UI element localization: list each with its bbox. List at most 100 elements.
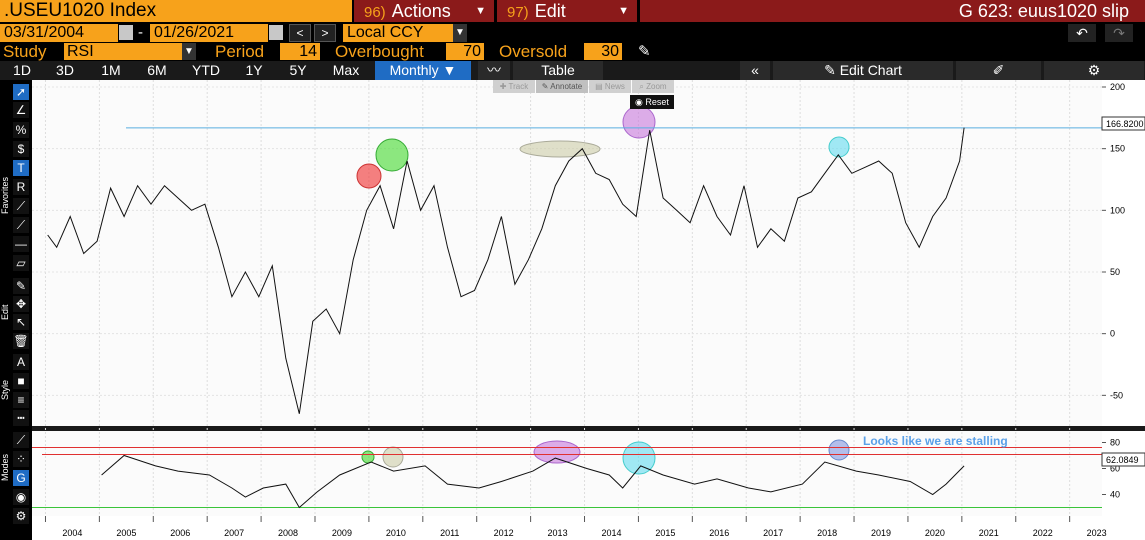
actions-menu[interactable]: 96) Actions ▼ <box>354 0 494 22</box>
overbought-input[interactable]: 70 <box>446 43 484 60</box>
chart-title: G 623: euus1020 slip <box>640 0 1145 22</box>
oversold-input[interactable]: 30 <box>584 43 622 60</box>
undo-icon[interactable]: ↶ <box>1068 24 1096 42</box>
panel-divider[interactable] <box>32 426 1145 431</box>
horizontal-line-icon[interactable]: — <box>13 236 29 252</box>
collapse-icon[interactable]: « <box>740 61 770 80</box>
zoom-label: Zoom <box>646 82 667 91</box>
price-last-value: 166.8200 <box>1106 119 1144 129</box>
timeframe-max[interactable]: Max <box>322 61 370 80</box>
font-icon[interactable]: A <box>13 354 29 370</box>
x-tick-label: 2014 <box>601 528 621 538</box>
end-date-input[interactable]: 01/26/2021 <box>150 24 268 42</box>
text-tool-icon[interactable]: T <box>13 160 29 176</box>
x-tick-label: 2008 <box>278 528 298 538</box>
timeframe-5y[interactable]: 5Y <box>278 61 318 80</box>
chevron-down-icon[interactable]: ▼ <box>182 43 196 60</box>
x-tick-label: 2022 <box>1033 528 1053 538</box>
period-input[interactable]: 14 <box>280 43 320 60</box>
highlight-green <box>375 138 409 172</box>
timeframe-3d[interactable]: 3D <box>44 61 86 80</box>
news-label: News <box>604 82 625 91</box>
news-button[interactable]: ▤ News <box>589 80 631 93</box>
y-tick-label: 200 <box>1110 82 1125 92</box>
next-arrow-icon[interactable]: > <box>314 24 336 42</box>
table-button[interactable]: Table <box>513 61 603 80</box>
edit-label: Edit <box>534 1 566 21</box>
x-tick-label: 2015 <box>655 528 675 538</box>
calendar-icon[interactable] <box>119 25 133 40</box>
grid <box>32 80 1102 516</box>
lower-y-ticks: 80 60 40 <box>1102 438 1120 500</box>
y-tick-label: 60 <box>1110 464 1120 474</box>
frequency-select[interactable]: Monthly ▼ <box>375 61 471 80</box>
pencil-icon: ✎ <box>824 62 836 78</box>
lower-axis-bg <box>1102 431 1145 516</box>
pen-icon[interactable]: ✎ <box>638 43 651 60</box>
channel-icon[interactable]: ▱ <box>13 255 29 271</box>
ray-icon[interactable]: ⟋ <box>13 217 29 233</box>
trash-icon[interactable]: 🗑 <box>13 333 29 349</box>
line-weight-icon[interactable]: ≡ <box>13 392 29 408</box>
highlight-olive-rsi <box>382 446 404 468</box>
x-tick-label: 2007 <box>224 528 244 538</box>
track-button[interactable]: ✚ Track <box>493 80 535 93</box>
x-tick-label: 2004 <box>62 528 82 538</box>
track-label: Track <box>508 82 529 91</box>
dollar-icon[interactable]: $ <box>13 141 29 157</box>
highlight-blue-rsi <box>828 439 850 461</box>
mode-draw-icon[interactable]: ⟋ <box>13 432 29 448</box>
y-tick-label: 100 <box>1110 205 1125 215</box>
currency-select[interactable]: Local CCY <box>343 24 453 42</box>
cursor-icon[interactable]: ➚ <box>13 84 29 100</box>
zoom-button[interactable]: ⌕ Zoom <box>632 80 674 93</box>
line-style-icon[interactable]: ┅ <box>13 410 29 426</box>
timeframe-1y[interactable]: 1Y <box>234 61 274 80</box>
mode-settings-icon[interactable]: ⚙ <box>13 508 29 524</box>
timeframe-1m[interactable]: 1M <box>90 61 132 80</box>
prev-arrow-icon[interactable]: < <box>289 24 311 42</box>
edit-menu[interactable]: 97) Edit ▼ <box>497 0 637 22</box>
oversold-label: Oversold <box>499 42 568 61</box>
pen-icon[interactable]: ✎ <box>13 278 29 294</box>
annotation-text[interactable]: Looks like we are stalling <box>863 434 1008 448</box>
edit-chart-button[interactable]: ✎ Edit Chart <box>773 61 953 80</box>
upper-y-ticks: 200 150 100 50 0 -50 <box>1102 82 1125 400</box>
study-select[interactable]: RSI <box>64 43 182 60</box>
overbought-label: Overbought <box>335 42 424 61</box>
security-ticker[interactable]: .USEU1020 Index <box>0 0 352 22</box>
calendar-icon[interactable] <box>269 25 283 40</box>
study-label: Study <box>3 42 47 61</box>
chart-edit-icon[interactable]: ✐ <box>956 61 1041 80</box>
date-separator: - <box>138 24 143 41</box>
percent-icon[interactable]: % <box>13 122 29 138</box>
frequency-label: Monthly <box>389 62 439 78</box>
move-icon[interactable]: ✥ <box>13 296 29 312</box>
y-tick-label: -50 <box>1110 390 1123 400</box>
price-series-line <box>47 127 965 414</box>
timeframe-1d[interactable]: 1D <box>4 61 40 80</box>
mode-g-icon[interactable]: G <box>13 470 29 486</box>
reset-button[interactable]: ◉ Reset <box>630 95 674 109</box>
gear-icon[interactable]: ⚙ <box>1044 61 1144 80</box>
pointer-plus-icon[interactable]: ↖ <box>13 314 29 330</box>
annotate-label: Annotate <box>550 82 583 91</box>
redo-icon[interactable]: ↷ <box>1105 24 1133 42</box>
mode-data-icon[interactable]: ⁘ <box>13 451 29 467</box>
annotate-button[interactable]: ✎ Annotate <box>536 80 588 93</box>
highlight-olive <box>519 140 601 158</box>
trendline-icon[interactable]: ⟋ <box>13 198 29 214</box>
edit-chart-label: Edit Chart <box>839 62 902 78</box>
line-chart-icon[interactable]: 〰 <box>478 61 510 80</box>
timeframe-ytd[interactable]: YTD <box>182 61 230 80</box>
highlight-green-rsi <box>361 450 375 464</box>
timeframe-6m[interactable]: 6M <box>136 61 178 80</box>
date-bar <box>0 22 1145 42</box>
regression-icon[interactable]: R <box>13 179 29 195</box>
fill-color-icon[interactable]: ■ <box>13 373 29 389</box>
draw-icon[interactable]: ∠ <box>13 102 29 118</box>
start-date-input[interactable]: 03/31/2004 <box>0 24 118 42</box>
chevron-down-icon[interactable]: ▼ <box>453 24 467 42</box>
mode-color-icon[interactable]: ◉ <box>13 489 29 505</box>
